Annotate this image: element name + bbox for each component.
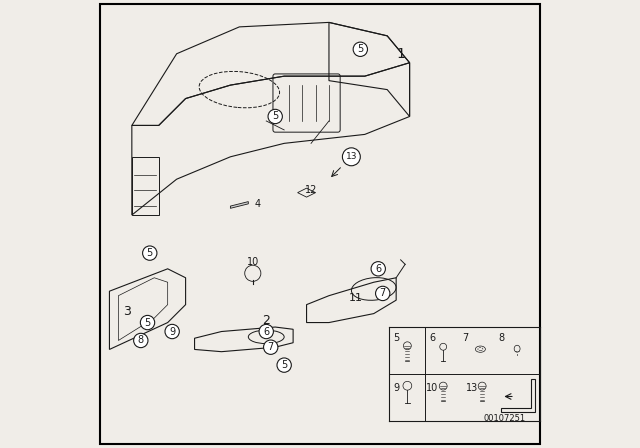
Text: 1: 1 <box>396 47 405 61</box>
Text: 6: 6 <box>429 333 435 343</box>
Circle shape <box>165 324 179 339</box>
Circle shape <box>264 340 278 354</box>
Text: 3: 3 <box>124 305 131 318</box>
Text: 13: 13 <box>466 383 479 392</box>
Text: 6: 6 <box>263 327 269 336</box>
Circle shape <box>277 358 291 372</box>
Text: 9: 9 <box>393 383 399 392</box>
Text: 00107251: 00107251 <box>484 414 526 423</box>
Text: 4: 4 <box>254 199 260 209</box>
Text: 6: 6 <box>375 264 381 274</box>
Text: 11: 11 <box>349 293 363 303</box>
Text: 5: 5 <box>147 248 153 258</box>
Polygon shape <box>230 202 248 208</box>
Text: 10: 10 <box>246 257 259 267</box>
Text: 5: 5 <box>393 333 399 343</box>
Text: 8: 8 <box>499 333 504 343</box>
Text: 12: 12 <box>305 185 317 195</box>
Circle shape <box>371 262 385 276</box>
Circle shape <box>134 333 148 348</box>
Circle shape <box>143 246 157 260</box>
Circle shape <box>353 42 367 56</box>
Circle shape <box>259 324 273 339</box>
Text: 5: 5 <box>281 360 287 370</box>
Text: 7: 7 <box>268 342 274 352</box>
Text: 9: 9 <box>169 327 175 336</box>
Circle shape <box>376 286 390 301</box>
Circle shape <box>342 148 360 166</box>
Text: 7: 7 <box>380 289 386 298</box>
Circle shape <box>268 109 282 124</box>
Text: 2: 2 <box>262 314 270 327</box>
Text: 5: 5 <box>145 318 150 327</box>
Text: 8: 8 <box>138 336 144 345</box>
Text: 5: 5 <box>272 112 278 121</box>
Text: 13: 13 <box>346 152 357 161</box>
Text: 7: 7 <box>463 333 468 343</box>
Text: 10: 10 <box>426 383 438 392</box>
Circle shape <box>140 315 155 330</box>
Text: 5: 5 <box>357 44 364 54</box>
